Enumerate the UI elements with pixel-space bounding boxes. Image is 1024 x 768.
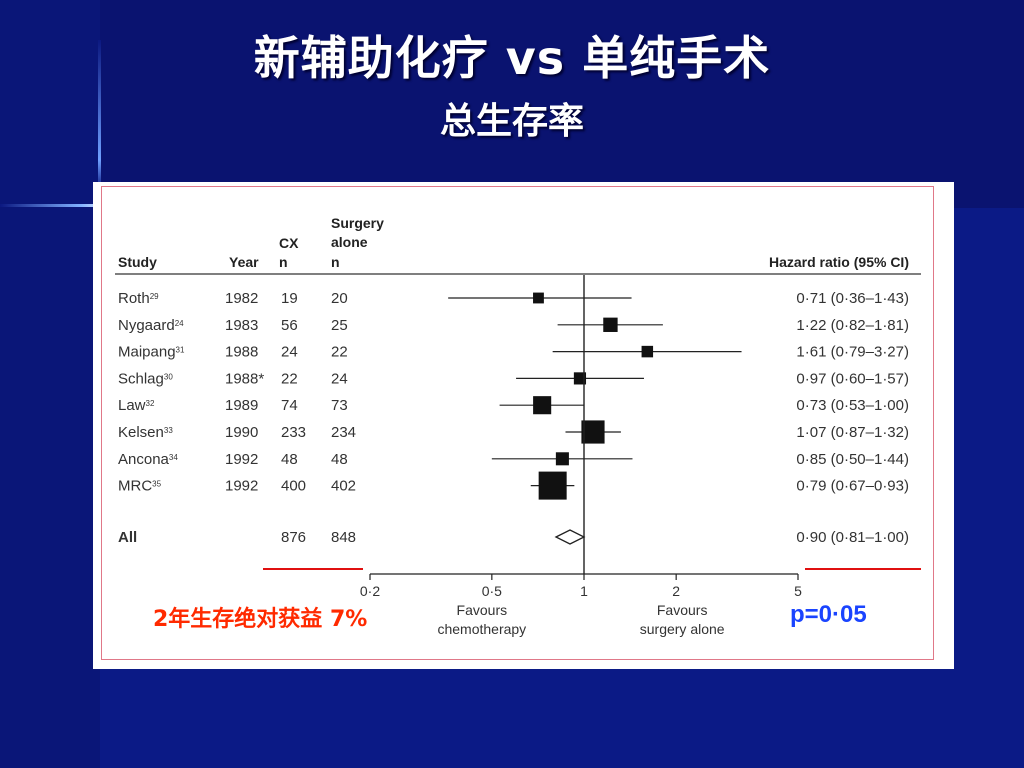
study-hr-label: 0·85 (0·50–1·44) [796,451,909,468]
hr-square [538,471,567,500]
study-name: Ancona34 [118,451,178,468]
study-hr-label: 0·71 (0·36–1·43) [796,290,909,307]
panel-border [101,186,934,660]
plot-marks [448,275,742,574]
overall-surgery-n: 848 [331,529,356,546]
accent-line-horizontal [0,204,100,207]
header-surgery-line2: alone [331,234,368,250]
study-year: 1988* [225,370,264,387]
study-hr-label: 0·73 (0·53–1·00) [796,397,909,414]
x-tick-label: 0·2 [360,583,380,599]
x-tick-label: 2 [672,583,680,599]
study-name: Kelsen33 [118,424,173,441]
study-cx-n: 19 [281,290,298,307]
header-year: Year [229,254,259,270]
study-cx-n: 22 [281,370,298,387]
study-ref: 29 [150,292,159,301]
hr-square [603,317,618,332]
study-hr-label: 0·79 (0·67–0·93) [796,478,909,495]
study-hr-label: 0·97 (0·60–1·57) [796,370,909,387]
study-cx-n: 74 [281,397,298,414]
study-surgery-n: 48 [331,451,348,468]
header-cx-n: n [279,254,288,270]
study-year: 1992 [225,451,258,468]
study-surgery-n: 25 [331,317,348,334]
header-hazard-ratio: Hazard ratio (95% CI) [769,254,909,270]
favours-left-line1: Favours [457,602,508,618]
hr-square [533,396,552,415]
hr-square [641,345,654,358]
hr-square [555,452,569,466]
study-cx-n: 24 [281,344,298,361]
study-year: 1989 [225,397,258,414]
study-hr-label: 1·61 (0·79–3·27) [796,344,909,361]
hr-square [533,292,544,304]
study-year: 1982 [225,290,258,307]
hr-square [573,372,587,385]
survival-benefit-text: 2年生存绝对获益 7% [153,607,368,632]
study-ref: 32 [146,399,155,408]
favours-right-line1: Favours [657,602,708,618]
study-cx-n: 56 [281,317,298,334]
accent-line-vertical [98,40,101,190]
header-cx: CX [279,235,299,251]
overall-hr-label: 0·90 (0·81–1·00) [796,529,909,546]
study-name: Nygaard24 [118,317,184,334]
study-cx-n: 233 [281,424,306,441]
study-surgery-n: 73 [331,397,348,414]
overall-cx-n: 876 [281,529,306,546]
study-ref: 24 [175,318,184,327]
overall-diamond [554,529,586,545]
study-year: 1988 [225,344,258,361]
study-name: Roth29 [118,290,159,307]
study-name: Schlag30 [118,370,173,387]
study-ref: 35 [152,479,161,488]
background-left-band [0,0,100,768]
study-name: Maipang31 [118,344,185,361]
study-surgery-n: 20 [331,290,348,307]
x-tick-label: 1 [580,583,588,599]
x-tick-label: 0·5 [482,583,502,599]
study-hr-label: 1·22 (0·82–1·81) [796,317,909,334]
hr-square [581,420,605,444]
study-ref: 33 [164,426,173,435]
forest-plot-panel: Study Year CX n Surgery alone n Hazard r… [93,182,954,669]
forest-plot: Study Year CX n Surgery alone n Hazard r… [115,215,921,637]
study-ref: 30 [164,372,173,381]
study-cx-n: 400 [281,478,306,495]
favours-left-line2: chemotherapy [437,621,526,637]
study-rows: Roth29 1982 19 20 0·71 (0·36–1·43) Nygaard24 1… [118,290,909,546]
study-name: MRC35 [118,478,162,495]
p-value-text: p=0·05 [790,601,867,628]
overall-name: All [118,529,137,546]
header-surgery-line1: Surgery [331,215,384,231]
study-year: 1990 [225,424,258,441]
study-year: 1983 [225,317,258,334]
study-surgery-n: 234 [331,424,356,441]
header-study: Study [118,254,157,270]
x-tick-label: 5 [794,583,802,599]
study-surgery-n: 22 [331,344,348,361]
favours-right-line2: surgery alone [640,621,725,637]
study-ref: 31 [176,345,185,354]
study-name: Law32 [118,397,155,414]
study-surgery-n: 402 [331,478,356,495]
study-hr-label: 1·07 (0·87–1·32) [796,424,909,441]
header-surgery-n: n [331,254,340,270]
slide-subtitle: 总生存率 [439,101,584,142]
study-ref: 34 [169,452,178,461]
study-year: 1992 [225,478,258,495]
x-axis: 0·2 0·5 1 2 5 Favours chemotherapy Favours surge… [360,573,802,637]
study-cx-n: 48 [281,451,298,468]
study-surgery-n: 24 [331,370,348,387]
slide-title: 新辅助化疗 vs 单纯手术 [253,31,771,85]
background-top-band [100,0,1024,208]
